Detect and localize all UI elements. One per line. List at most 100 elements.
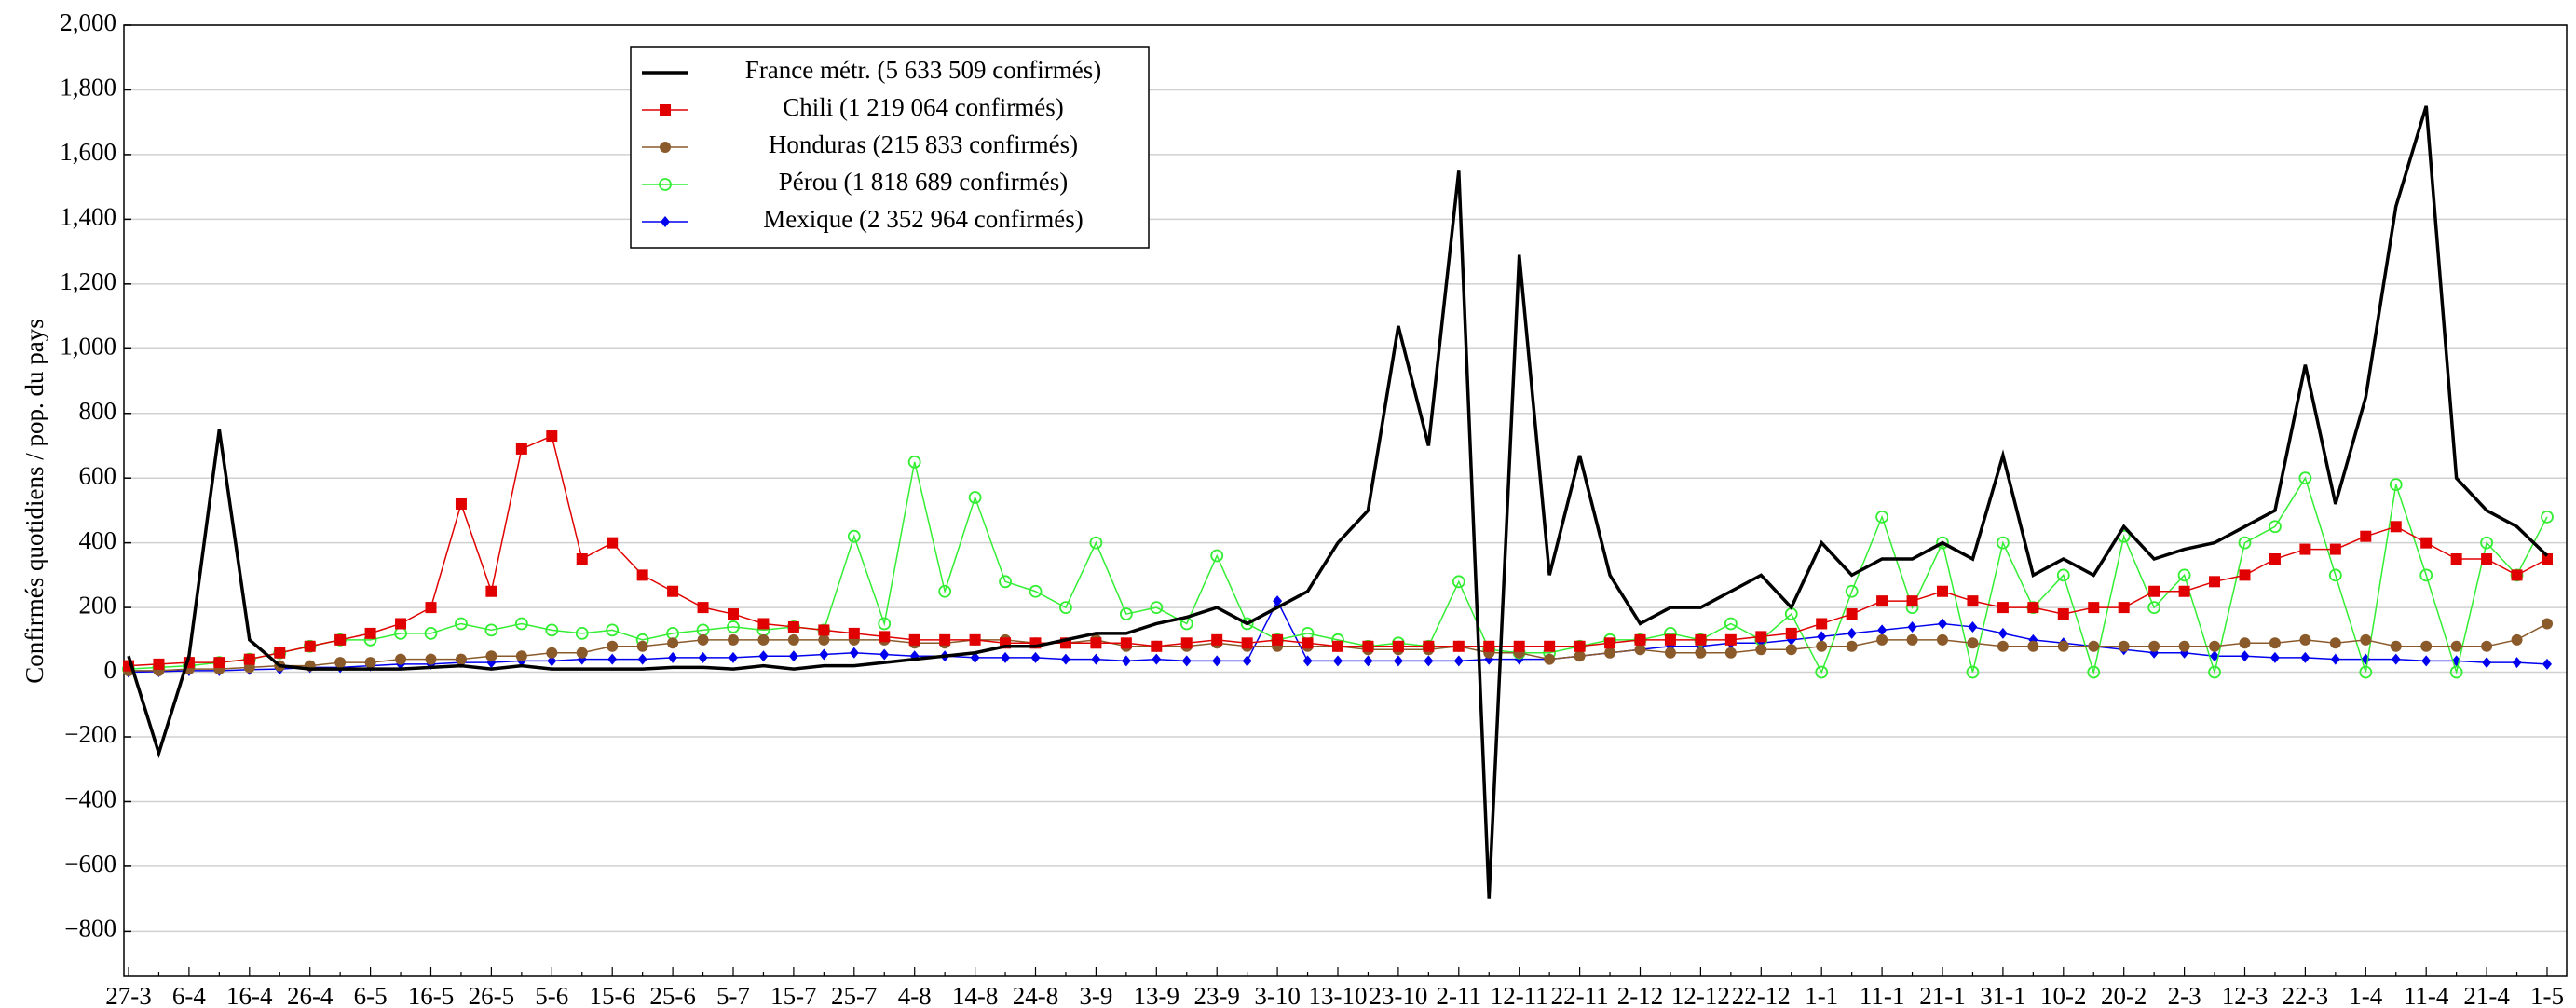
legend-label: Mexique (2 352 964 confirmés) bbox=[763, 205, 1083, 233]
marker bbox=[1574, 640, 1586, 652]
marker bbox=[1119, 607, 1133, 620]
x-tick-label: 1-5 bbox=[2530, 982, 2564, 1008]
marker bbox=[2449, 665, 2463, 679]
marker bbox=[636, 640, 648, 652]
marker bbox=[2359, 665, 2373, 679]
marker bbox=[2209, 640, 2221, 652]
marker bbox=[2542, 618, 2553, 630]
marker bbox=[1212, 655, 1222, 667]
marker bbox=[1695, 647, 1707, 659]
marker bbox=[2390, 640, 2402, 652]
marker bbox=[1060, 653, 1070, 665]
marker bbox=[607, 537, 619, 549]
marker bbox=[787, 633, 799, 646]
x-tick-label: 27-3 bbox=[105, 982, 152, 1008]
y-tick-label: −400 bbox=[64, 785, 116, 813]
marker bbox=[2420, 537, 2433, 549]
x-tick-label: 23-10 bbox=[1369, 982, 1427, 1008]
legend-box bbox=[630, 46, 1150, 249]
marker bbox=[819, 648, 829, 661]
marker bbox=[213, 657, 225, 669]
marker bbox=[661, 216, 670, 227]
marker bbox=[1996, 536, 2010, 550]
marker bbox=[2542, 553, 2553, 565]
marker bbox=[607, 653, 618, 665]
x-tick-label: 22-11 bbox=[1551, 982, 1609, 1008]
marker bbox=[1029, 584, 1043, 598]
plot-frame bbox=[123, 24, 2568, 977]
marker bbox=[2239, 637, 2251, 649]
marker bbox=[1816, 618, 1828, 630]
marker bbox=[2118, 602, 2130, 614]
marker bbox=[1211, 633, 1223, 646]
y-tick-label: 200 bbox=[79, 591, 117, 619]
x-tick-label: 16-4 bbox=[226, 982, 273, 1008]
marker bbox=[2391, 653, 2401, 665]
marker bbox=[2210, 650, 2220, 662]
marker bbox=[1302, 637, 1314, 649]
marker bbox=[1030, 651, 1041, 663]
marker bbox=[2480, 536, 2494, 550]
marker bbox=[395, 653, 407, 665]
marker bbox=[424, 626, 438, 640]
marker bbox=[1938, 618, 1947, 630]
marker bbox=[1997, 602, 2009, 614]
x-tick-label: 16-5 bbox=[408, 982, 455, 1008]
x-tick-label: 13-9 bbox=[1134, 982, 1180, 1008]
marker bbox=[2177, 568, 2191, 582]
marker bbox=[2329, 543, 2341, 555]
marker bbox=[2239, 569, 2251, 581]
y-tick-label: 1,200 bbox=[60, 267, 116, 295]
x-tick-label: 2-3 bbox=[2168, 982, 2201, 1008]
marker bbox=[1452, 640, 1465, 652]
marker bbox=[2299, 543, 2311, 555]
marker bbox=[606, 623, 620, 637]
marker bbox=[243, 653, 255, 665]
marker bbox=[576, 553, 588, 565]
marker bbox=[2330, 653, 2340, 665]
x-tick-label: 1-1 bbox=[1805, 982, 1838, 1008]
x-tick-label: 12-3 bbox=[2222, 982, 2269, 1008]
marker bbox=[1272, 633, 1284, 646]
marker bbox=[2512, 657, 2522, 669]
marker bbox=[939, 633, 951, 646]
marker bbox=[1453, 655, 1464, 667]
marker bbox=[668, 651, 678, 663]
y-tick-label: 1,000 bbox=[60, 332, 116, 360]
marker bbox=[1513, 640, 1525, 652]
marker bbox=[1967, 637, 1979, 649]
marker bbox=[1089, 536, 1103, 550]
x-tick-label: 6-4 bbox=[172, 982, 206, 1008]
marker bbox=[1875, 510, 1888, 524]
marker bbox=[2360, 530, 2372, 542]
x-tick-label: 25-6 bbox=[649, 982, 696, 1008]
series-line bbox=[127, 105, 2549, 899]
marker bbox=[1785, 644, 1797, 656]
x-tick-label: 5-7 bbox=[716, 982, 750, 1008]
marker bbox=[847, 529, 861, 543]
marker bbox=[1090, 637, 1102, 649]
marker bbox=[2056, 568, 2070, 582]
marker bbox=[2421, 655, 2432, 667]
marker bbox=[2088, 602, 2100, 614]
marker bbox=[879, 648, 890, 661]
marker bbox=[788, 650, 798, 662]
marker bbox=[455, 653, 467, 665]
marker bbox=[1664, 633, 1676, 646]
marker bbox=[455, 617, 468, 631]
marker bbox=[395, 618, 407, 630]
marker bbox=[1937, 585, 1948, 597]
marker bbox=[1362, 640, 1374, 652]
marker bbox=[758, 650, 769, 662]
x-tick-label: 22-3 bbox=[2283, 982, 2329, 1008]
marker bbox=[2178, 585, 2190, 597]
marker bbox=[697, 633, 709, 646]
marker bbox=[547, 655, 557, 667]
marker bbox=[660, 142, 671, 153]
marker bbox=[1997, 627, 2008, 639]
marker bbox=[1180, 637, 1193, 649]
marker bbox=[1816, 640, 1828, 652]
y-tick-label: 1,600 bbox=[60, 138, 116, 166]
